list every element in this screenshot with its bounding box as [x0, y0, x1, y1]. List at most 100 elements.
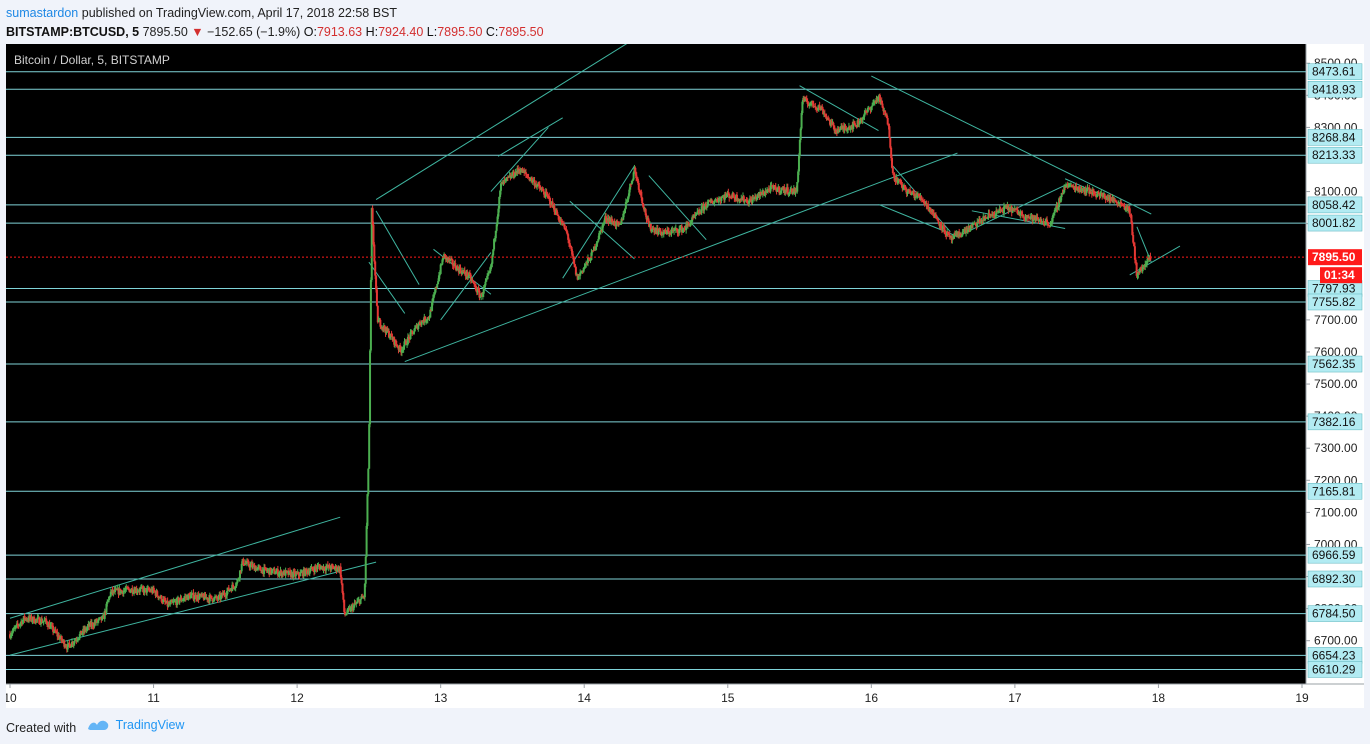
channel-line[interactable]: [1136, 226, 1152, 263]
candle-body: [474, 286, 477, 291]
candle-body: [459, 267, 462, 272]
candle-body: [776, 189, 779, 192]
candle-body: [431, 298, 434, 302]
candle-body: [498, 196, 501, 209]
channel-line[interactable]: [799, 85, 879, 132]
level-price-label: 7562.35: [1312, 357, 1356, 371]
candle-body: [568, 239, 571, 244]
candle-body: [330, 565, 333, 570]
candle-body: [350, 606, 353, 612]
candle-body: [21, 619, 24, 624]
candle-body: [763, 194, 766, 196]
candle-body: [125, 586, 128, 590]
candle-body: [822, 109, 825, 115]
candle-body: [85, 628, 88, 631]
candle-body: [309, 568, 312, 572]
channel-line[interactable]: [871, 75, 1152, 215]
candle-body: [305, 568, 308, 571]
candle-body: [237, 579, 240, 581]
y-tick-label: 8100.00: [1314, 185, 1358, 199]
channel-line[interactable]: [375, 44, 642, 201]
chart-area[interactable]: 8500.008400.008300.008100.008000.007700.…: [6, 44, 1364, 708]
candle-body: [738, 199, 741, 202]
candle-body: [915, 195, 918, 198]
candle-body: [353, 603, 356, 606]
candle-body: [729, 196, 732, 198]
candle-body: [19, 623, 22, 625]
candle-body: [342, 592, 345, 600]
channel-line[interactable]: [497, 117, 563, 157]
candle-body: [425, 320, 428, 322]
candle-body: [755, 197, 758, 200]
candle-body: [804, 98, 807, 102]
candle-body: [866, 111, 869, 113]
candle-body: [880, 100, 883, 104]
candle-body: [69, 644, 72, 648]
candle-body: [58, 638, 61, 640]
candle-body: [1130, 215, 1133, 224]
candle-body: [152, 587, 155, 591]
candle-body: [474, 284, 477, 287]
candle-body: [989, 214, 992, 216]
channel-line[interactable]: [648, 175, 707, 241]
candle-body: [1128, 208, 1131, 215]
channel-line[interactable]: [375, 210, 420, 285]
candle-body: [582, 268, 585, 272]
candle-body: [40, 619, 43, 623]
candle-body: [510, 175, 513, 179]
candle-body: [51, 625, 54, 627]
candle-body: [238, 578, 241, 580]
candle-body: [439, 264, 442, 274]
candle-body: [126, 586, 129, 588]
candle-body: [450, 259, 453, 261]
level-price-label: 6892.30: [1312, 572, 1356, 586]
candle-body: [1096, 194, 1099, 197]
candle-body: [106, 601, 109, 604]
candle-body: [417, 325, 420, 329]
candle-body: [1092, 189, 1095, 194]
publisher-line: sumastardon published on TradingView.com…: [6, 4, 544, 23]
candle-body: [801, 101, 804, 113]
tradingview-link[interactable]: TradingView: [86, 718, 184, 732]
level-price-tag: [1307, 196, 1363, 214]
candle-body: [488, 270, 491, 273]
channel-line[interactable]: [1129, 245, 1181, 276]
candle-body: [706, 201, 709, 207]
candle-body: [844, 126, 847, 129]
channel-line[interactable]: [9, 516, 341, 619]
candle-body: [486, 275, 489, 279]
x-tick-label: 19: [1295, 691, 1309, 705]
candle-body: [434, 287, 437, 293]
candle-body: [1088, 187, 1091, 194]
candle-body: [371, 208, 374, 225]
candle-body: [34, 619, 37, 623]
candle-body: [821, 106, 824, 110]
candle-body: [323, 566, 326, 570]
candle-body: [667, 229, 670, 231]
candle-body: [1036, 217, 1039, 220]
y-tick-label: 7700.00: [1314, 313, 1358, 327]
candle-body: [523, 170, 526, 173]
candle-body: [401, 349, 404, 351]
candle-body: [245, 563, 248, 565]
candle-body: [825, 116, 828, 119]
candle-body: [311, 566, 314, 570]
candle-body: [689, 222, 692, 226]
candle-body: [823, 113, 826, 115]
candle-body: [733, 197, 736, 199]
level-price-label: 6654.23: [1312, 648, 1356, 662]
candle-body: [1022, 215, 1025, 218]
candle-body: [814, 106, 817, 108]
price-chart[interactable]: 8500.008400.008300.008100.008000.007700.…: [6, 44, 1364, 708]
candle-body: [622, 213, 625, 220]
candle-body: [18, 624, 21, 626]
candle-body: [784, 189, 787, 193]
author-link[interactable]: sumastardon: [6, 6, 79, 20]
x-tick-label: 15: [721, 691, 735, 705]
channel-line[interactable]: [440, 252, 492, 321]
candle-body: [751, 197, 754, 203]
open-value: 7913.63: [316, 25, 363, 39]
candle-body: [31, 620, 34, 622]
channel-line[interactable]: [9, 561, 377, 656]
channel-line[interactable]: [404, 152, 958, 363]
